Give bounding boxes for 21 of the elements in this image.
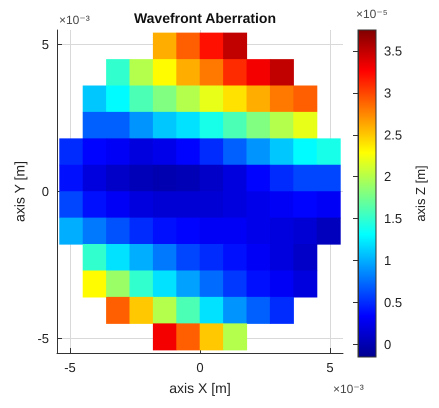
y-tick-label: 0 <box>42 184 49 199</box>
color-bar-title: axis Z [m] <box>413 165 428 222</box>
color-bar-label: 0 <box>384 336 392 352</box>
y-tick-label: 5 <box>42 37 49 52</box>
color-bar-label: 1.5 <box>384 211 402 226</box>
color-bar-label: 3 <box>384 85 392 100</box>
text: ×10⁻³ <box>333 382 364 396</box>
color-bar-label: 2 <box>384 169 392 184</box>
y-axis-title: axis Y [m] <box>12 161 28 222</box>
color-bar-label: 2.5 <box>384 127 402 142</box>
text: ×10⁻³ <box>59 13 90 27</box>
x-tick-label: 0 <box>196 360 204 375</box>
text: ×10⁻⁵ <box>356 7 388 21</box>
color-bar-label: 3.5 <box>384 43 402 58</box>
chart-title: Wavefront Aberration <box>134 10 276 26</box>
color-bar-label: 1 <box>384 253 392 268</box>
color-bar-label: 0.5 <box>384 295 402 310</box>
y-tick-label: -5 <box>37 330 49 346</box>
x-axis-title: axis X [m] <box>169 380 231 396</box>
x-tick-label: -5 <box>64 360 76 375</box>
x-tick-label: 5 <box>326 360 334 375</box>
